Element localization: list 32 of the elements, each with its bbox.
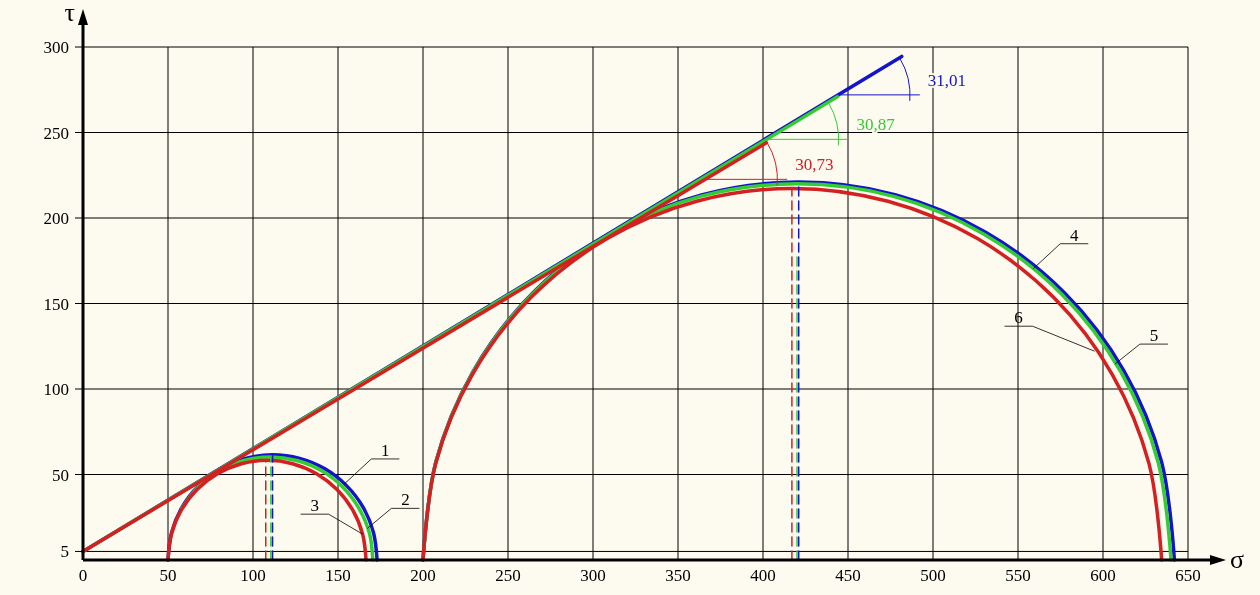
x-tick-label: 200 [410, 566, 436, 585]
x-tick-label: 500 [920, 566, 946, 585]
y-axis-title: τ [64, 0, 75, 27]
annotation: 30,87 [856, 115, 896, 135]
x-tick-label: 300 [580, 566, 606, 585]
x-tick-label: 400 [750, 566, 776, 585]
text: 4 [1070, 225, 1080, 245]
y-tick-label: 150 [43, 294, 69, 314]
x-tick-label: 350 [665, 566, 691, 585]
x-tick-label: 100 [240, 566, 266, 585]
text: 1 [381, 440, 390, 460]
y-tick-label: 250 [43, 123, 69, 143]
x-tick-label: 550 [1005, 566, 1031, 585]
y-tick-label: 200 [43, 209, 69, 228]
y-tick-label: 5 [60, 542, 69, 562]
annotation: 30,73 [795, 155, 834, 175]
text: 5 [1149, 326, 1159, 346]
text: 2 [401, 490, 410, 510]
x-tick-label: 0 [78, 566, 88, 585]
y-tick-label: 50 [52, 465, 69, 485]
annotation: 31,01 [927, 70, 967, 90]
x-tick-label: 250 [495, 566, 521, 585]
x-axis-title: σ [1230, 545, 1245, 574]
series-label: 3 [310, 496, 319, 516]
y-tick-label: 100 [43, 380, 69, 399]
x-tick-label: 150 [325, 566, 351, 585]
series-label: 6 [1014, 308, 1023, 328]
x-tick-label: 50 [159, 566, 177, 585]
x-tick-label: 600 [1090, 566, 1116, 585]
x-tick-label: 450 [835, 566, 861, 585]
x-tick-label: 650 [1175, 566, 1201, 585]
y-tick-label: 300 [43, 38, 69, 57]
